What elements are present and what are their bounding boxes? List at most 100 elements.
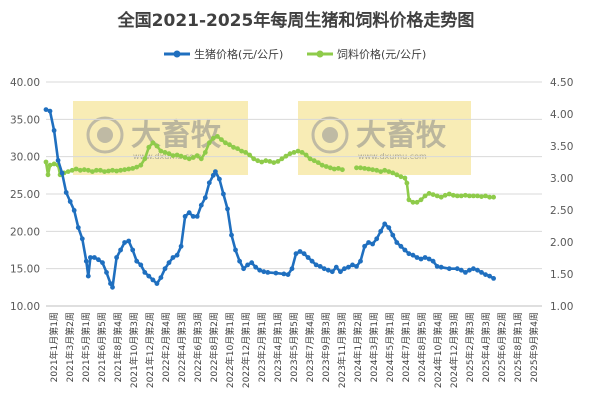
data-point [198,202,204,208]
data-point [265,270,271,275]
data-point [454,193,460,199]
data-point [410,252,416,258]
data-point [75,225,81,231]
y-right-tick-label: 1.00 [550,301,573,313]
data-point [313,262,319,268]
data-point [206,140,212,146]
data-point [126,166,132,172]
watermark-logo-ring-1 [86,116,124,154]
x-tick-label: 2025年9月第4周 [528,312,540,382]
y-right-tick-label: 3.00 [550,173,573,185]
data-point [463,270,468,275]
x-tick-label: 2023年9月第3周 [320,312,332,382]
data-point [251,156,257,162]
data-point [158,275,164,280]
data-point [47,162,53,168]
data-point [233,247,238,253]
data-point [483,272,488,277]
data-point [96,257,101,263]
data-point [382,167,388,173]
data-point [394,240,400,245]
x-tick-label: 2023年5月第5周 [288,312,300,382]
data-point [51,128,57,133]
data-point [71,208,77,213]
data-point [202,150,208,155]
data-point [336,166,341,171]
x-tick-label: 2023年4月第1周 [272,312,284,382]
data-point [77,167,83,173]
data-point [487,194,492,200]
data-point [487,273,492,279]
data-point [237,258,243,264]
x-tick-label: 2021年5月第1周 [80,312,92,382]
watermark-logo-ring-2 [311,116,349,154]
data-point [491,194,496,200]
data-point [483,193,488,199]
data-point [114,255,119,260]
data-point [430,192,436,198]
data-point [426,256,432,262]
x-tick-label: 2021年6月第5周 [96,312,108,382]
data-point [467,193,472,199]
data-point [247,152,253,158]
y-left-tick-label: 15.00 [10,264,40,276]
data-point [259,159,265,165]
data-point [88,255,93,260]
y-left-tick-label: 10.00 [10,301,40,313]
data-point [174,152,180,158]
data-point [394,172,400,178]
data-point [104,270,109,275]
data-point [291,150,297,155]
data-point [438,264,444,270]
y-left-tick-label: 30.00 [10,152,40,164]
legend-item-pig: 生猪价格(元/公斤) [164,47,283,61]
data-point [406,197,412,203]
data-point [215,134,220,139]
data-point [194,214,200,219]
data-point [243,150,249,155]
data-point [404,180,410,186]
data-point [406,251,412,257]
data-point [442,192,448,198]
data-point [249,260,255,266]
data-point [454,266,460,272]
data-point [414,199,420,205]
data-point [63,190,69,195]
data-point [239,148,245,154]
data-point [122,240,127,245]
x-tick-label: 2022年6月第3周 [192,312,204,382]
data-point [438,194,444,200]
data-point [283,153,289,159]
data-point [227,142,232,148]
data-point [98,167,103,173]
data-point [150,140,156,146]
data-point [235,146,240,152]
data-point [85,273,91,279]
data-point [267,159,273,164]
y-axis-right: 1.00 1.50 2.00 2.50 3.00 3.50 4.00 4.50 [550,77,573,313]
data-point [446,266,452,272]
data-point [154,281,160,286]
x-tick-label: 2023年7月第4周 [304,312,316,382]
data-point [166,151,172,157]
data-point [458,267,464,273]
x-tick-label: 2022年2月第4周 [160,312,172,382]
y-right-tick-label: 3.50 [550,141,573,153]
data-point [354,264,359,269]
y-left-tick-label: 25.00 [10,189,40,201]
data-point [45,172,51,178]
data-point [370,241,375,247]
data-point [134,258,140,264]
data-point [491,276,496,281]
data-point [138,262,144,268]
data-point [255,158,261,164]
data-point [85,167,91,173]
data-point [275,159,281,164]
data-point [150,277,156,283]
data-point [253,264,259,270]
x-tick-label: 2024年3月第1周 [368,312,380,382]
data-point [293,251,299,257]
data-point [386,169,392,175]
data-point [51,161,57,167]
data-point [295,148,301,154]
